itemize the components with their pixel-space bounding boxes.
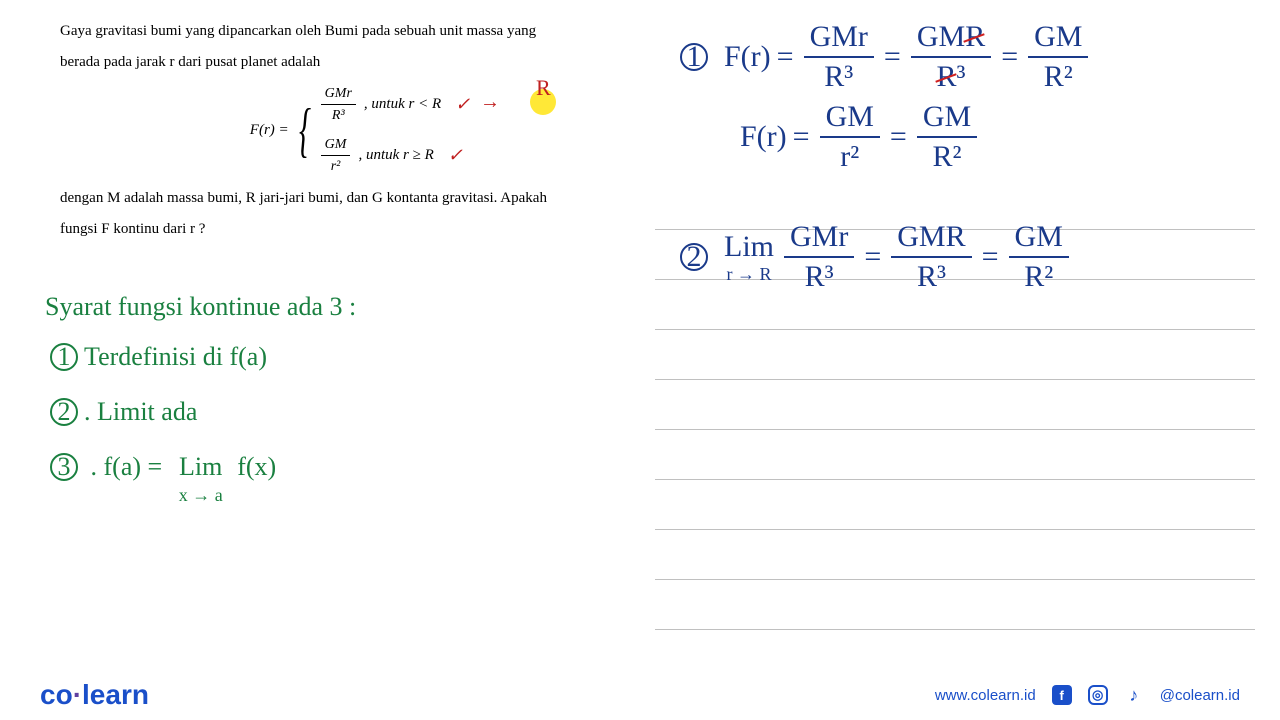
piecewise-formula: F(r) = { GMr R³ , untuk r < R ✓ GM r²: [60, 83, 660, 177]
case-2: GM r² , untuk r ≥ R ✓: [321, 134, 471, 177]
logo-dot-icon: ·: [73, 679, 82, 710]
case-1: GMr R³ , untuk r < R ✓: [321, 83, 471, 126]
check-2: ✓: [448, 142, 463, 169]
problem-block: Gaya gravitasi bumi yang dipancarkan ole…: [60, 20, 660, 248]
logo: co·learn: [40, 679, 149, 711]
instagram-icon: ◎: [1088, 685, 1108, 705]
footer-url: www.colearn.id: [935, 687, 1036, 704]
problem-line-3: dengan M adalah massa bumi, R jari-jari …: [60, 187, 660, 210]
blue-step-1a: 1 F(r) = GMrR³ = GMRR³ = GMR²: [680, 20, 1092, 94]
red-arrow: →: [480, 87, 500, 117]
green-title: Syarat fungsi kontinue ada 3 :: [45, 290, 356, 324]
green-item-3: 3 . f(a) = Lim x → a f(x): [50, 450, 276, 507]
strike-R-num: R: [965, 20, 985, 53]
footer: co·learn www.colearn.id f ◎ ♪ @colearn.i…: [0, 670, 1280, 720]
strike-R-den: R: [937, 60, 957, 93]
fr-label: F(r) =: [250, 119, 289, 142]
problem-line-1: Gaya gravitasi bumi yang dipancarkan ole…: [60, 20, 660, 43]
problem-line-2: berada pada jarak r dari pusat planet ad…: [60, 51, 660, 74]
check-1: ✓: [455, 91, 470, 118]
tiktok-icon: ♪: [1124, 685, 1144, 705]
blue-step-1b: F(r) = GMr² = GMR²: [740, 100, 981, 174]
facebook-icon: f: [1052, 685, 1072, 705]
problem-line-4: fungsi F kontinu dari r ?: [60, 218, 660, 241]
green-item-1: 1Terdefinisi di f(a): [50, 340, 267, 374]
blue-step-2: 2 Lim r → R GMrR³ = GMRR³ = GMR²: [680, 220, 1073, 294]
green-item-2: 2. Limit ada: [50, 395, 197, 429]
left-brace: {: [299, 85, 311, 175]
red-R-annotation: R: [536, 71, 551, 104]
footer-handle: @colearn.id: [1160, 687, 1240, 704]
footer-right: www.colearn.id f ◎ ♪ @colearn.id: [935, 685, 1240, 705]
